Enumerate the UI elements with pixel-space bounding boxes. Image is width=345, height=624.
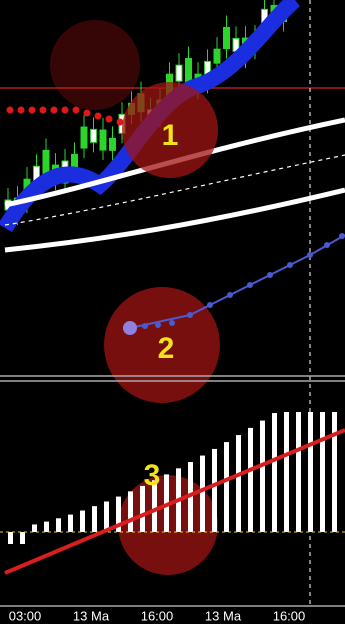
histogram-bar xyxy=(56,518,61,532)
envelope-lower xyxy=(4,187,345,253)
candle-body xyxy=(223,27,230,50)
blue-dot xyxy=(287,262,293,268)
histogram-bar xyxy=(44,521,49,532)
red-dot xyxy=(116,118,124,126)
histogram-bar xyxy=(140,485,145,532)
x-axis-labels: 03:00 13 Ma 16:00 13 Ma 16:00 xyxy=(9,608,306,623)
candle-body xyxy=(213,48,221,64)
blue-dot xyxy=(227,292,233,298)
x-tick-label: 13 Ma xyxy=(73,608,110,623)
blue-dot xyxy=(142,323,148,329)
annotation: 3 xyxy=(144,459,161,492)
red-dot xyxy=(72,106,80,114)
red-dots xyxy=(6,106,124,126)
blue-dot xyxy=(324,242,330,248)
histogram-bar xyxy=(152,480,157,532)
red-dot xyxy=(83,109,91,117)
histogram-bar xyxy=(296,412,301,532)
histogram-bar xyxy=(20,532,25,544)
histogram-bar xyxy=(116,496,121,532)
histogram-bar xyxy=(212,448,217,532)
candle-body xyxy=(80,126,88,149)
blue-dot xyxy=(339,233,345,239)
x-tick-label: 16:00 xyxy=(141,608,174,623)
histogram-bar xyxy=(32,524,37,532)
blue-dot xyxy=(169,320,175,326)
x-tick-label: 16:00 xyxy=(273,608,306,623)
histogram-bar xyxy=(68,514,73,532)
x-tick-label: 03:00 xyxy=(9,608,42,623)
blue-dot xyxy=(155,322,161,328)
blue-dot xyxy=(123,321,137,335)
candle-body xyxy=(90,128,97,143)
candle-body xyxy=(99,129,107,151)
histogram-bar xyxy=(236,435,241,532)
red-dot xyxy=(17,106,25,114)
red-dot xyxy=(28,106,36,114)
candle-body xyxy=(109,137,116,151)
red-dot xyxy=(94,112,102,120)
signal-line xyxy=(4,428,345,575)
candle-body xyxy=(42,149,50,174)
highlight-circle xyxy=(50,20,140,110)
histogram-bar xyxy=(248,427,253,532)
histogram-bar xyxy=(224,442,229,532)
red-dot xyxy=(50,106,58,114)
histogram-bar xyxy=(272,413,277,532)
histogram-bar xyxy=(104,501,109,532)
annotation: 2 xyxy=(158,332,175,365)
histogram-bar xyxy=(92,506,97,532)
histogram-bar xyxy=(200,455,205,532)
blue-dot xyxy=(307,252,313,258)
annotation: 1 xyxy=(162,119,179,152)
blue-dot xyxy=(247,282,253,288)
histogram-bar xyxy=(8,532,13,544)
candle-body xyxy=(175,64,183,82)
histogram-bar xyxy=(332,412,337,532)
envelope-mid xyxy=(4,154,345,226)
histogram-bar xyxy=(320,412,325,532)
highlight-circle xyxy=(122,82,218,178)
blue-dot xyxy=(207,302,213,308)
candle-body xyxy=(71,153,78,169)
red-dot xyxy=(6,106,14,114)
histogram-bar xyxy=(128,491,133,532)
histogram-bar xyxy=(260,420,265,532)
blue-dots xyxy=(123,233,345,335)
x-tick-label: 13 Ma xyxy=(205,608,242,623)
histogram-bar xyxy=(284,412,289,532)
red-dot xyxy=(61,106,69,114)
histogram-bar xyxy=(308,412,313,532)
histogram-bar xyxy=(80,510,85,532)
red-dot xyxy=(105,115,113,123)
candle-body xyxy=(185,57,192,82)
blue-dot xyxy=(267,272,273,278)
red-dot xyxy=(39,106,47,114)
blue-dot xyxy=(187,312,193,318)
